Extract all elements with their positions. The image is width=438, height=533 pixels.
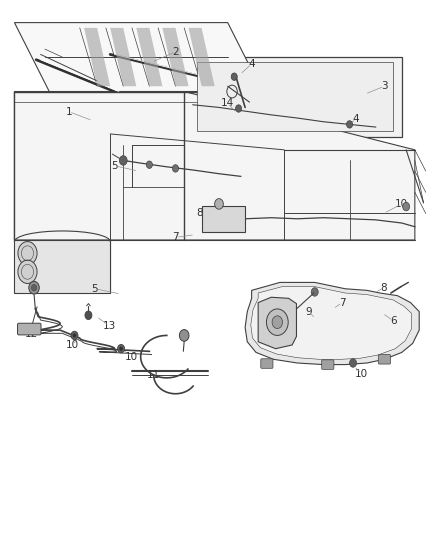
Text: 4: 4 — [353, 114, 360, 124]
Circle shape — [119, 346, 123, 351]
Text: 5: 5 — [92, 284, 98, 294]
Polygon shape — [14, 22, 262, 92]
Circle shape — [73, 333, 76, 337]
Circle shape — [18, 241, 37, 265]
FancyBboxPatch shape — [322, 360, 334, 369]
Text: 2: 2 — [172, 47, 179, 56]
Circle shape — [346, 120, 353, 128]
Text: 1: 1 — [66, 107, 72, 117]
Circle shape — [236, 105, 242, 112]
Polygon shape — [188, 28, 215, 86]
Circle shape — [117, 344, 124, 353]
Text: 10: 10 — [395, 199, 408, 209]
Text: 13: 13 — [102, 321, 116, 331]
Circle shape — [311, 288, 318, 296]
Polygon shape — [251, 287, 411, 359]
Text: 3: 3 — [381, 81, 388, 91]
Circle shape — [272, 316, 283, 328]
Text: 5: 5 — [111, 161, 118, 171]
Circle shape — [231, 73, 237, 80]
Polygon shape — [201, 206, 245, 232]
Polygon shape — [188, 57, 402, 136]
Circle shape — [32, 285, 37, 291]
Text: 10: 10 — [65, 340, 78, 350]
Polygon shape — [258, 297, 297, 349]
Circle shape — [18, 260, 37, 284]
Text: 8: 8 — [196, 208, 203, 219]
Circle shape — [403, 203, 410, 211]
Polygon shape — [162, 28, 188, 86]
Circle shape — [350, 359, 357, 367]
Circle shape — [71, 331, 78, 340]
Polygon shape — [14, 240, 110, 293]
Circle shape — [173, 165, 179, 172]
Text: 8: 8 — [380, 282, 387, 293]
Polygon shape — [136, 28, 162, 86]
Circle shape — [146, 161, 152, 168]
Text: 9: 9 — [305, 306, 311, 317]
Polygon shape — [110, 28, 136, 86]
Text: 11: 11 — [147, 370, 160, 379]
Circle shape — [85, 311, 92, 319]
FancyBboxPatch shape — [261, 359, 273, 368]
Polygon shape — [14, 92, 415, 240]
Circle shape — [266, 309, 288, 335]
FancyBboxPatch shape — [18, 323, 41, 335]
Circle shape — [215, 199, 223, 209]
Text: 12: 12 — [25, 329, 38, 340]
Polygon shape — [245, 282, 419, 365]
Text: 7: 7 — [339, 297, 346, 308]
Polygon shape — [197, 62, 393, 131]
Circle shape — [180, 329, 189, 341]
Text: 7: 7 — [172, 232, 179, 243]
Text: 14: 14 — [221, 98, 234, 108]
Text: 4: 4 — [248, 59, 255, 69]
Text: 6: 6 — [390, 316, 396, 326]
Text: 10: 10 — [355, 369, 368, 378]
FancyBboxPatch shape — [378, 354, 391, 364]
Circle shape — [119, 156, 127, 165]
Circle shape — [29, 281, 39, 294]
Text: 10: 10 — [124, 352, 138, 361]
Polygon shape — [84, 28, 110, 86]
